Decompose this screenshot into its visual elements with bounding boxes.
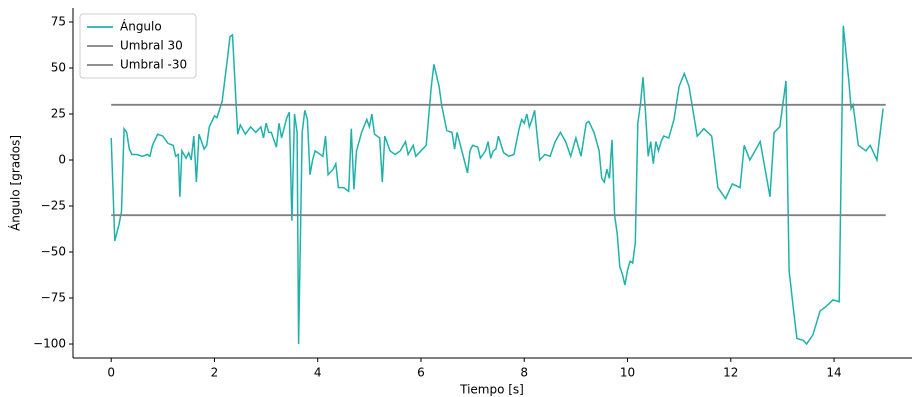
x-tick-label: 12: [723, 366, 738, 380]
legend-label: Ángulo: [120, 19, 162, 34]
y-tick-label: 50: [51, 60, 66, 74]
y-tick-label: −50: [41, 245, 66, 259]
y-tick-label: 75: [51, 14, 66, 28]
x-tick-label: 10: [620, 366, 635, 380]
x-tick-label: 4: [314, 366, 322, 380]
y-tick-label: 0: [58, 152, 66, 166]
legend-label: Umbral 30: [120, 39, 183, 53]
x-tick-label: 14: [826, 366, 841, 380]
legend-label: Umbral -30: [120, 58, 187, 72]
x-tick-label: 0: [107, 366, 115, 380]
x-tick-label: 2: [211, 366, 219, 380]
x-axis-label: Tiempo [s]: [459, 383, 524, 397]
y-tick-label: −25: [41, 199, 66, 213]
y-tick-label: 25: [51, 106, 66, 120]
legend-box: [79, 13, 197, 79]
x-tick-label: 6: [417, 366, 425, 380]
y-tick-label: −100: [33, 337, 66, 351]
y-axis-label: Ángulo [grados]: [8, 135, 23, 231]
line: [110, 25, 884, 346]
y-tick-label: −75: [41, 291, 66, 305]
x-tick-label: 8: [520, 366, 528, 380]
